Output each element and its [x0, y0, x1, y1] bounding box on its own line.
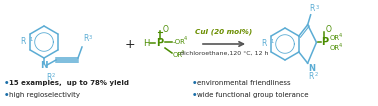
Text: 2: 2: [52, 73, 55, 78]
Text: high regioselectivity: high regioselectivity: [9, 92, 80, 98]
Text: OR: OR: [330, 35, 339, 41]
Text: +: +: [125, 38, 135, 52]
Text: R: R: [309, 72, 314, 81]
Text: OR: OR: [173, 52, 183, 58]
Text: 1: 1: [29, 37, 33, 42]
Text: •: •: [4, 91, 9, 100]
Text: 3: 3: [89, 35, 92, 40]
Text: •: •: [192, 91, 197, 100]
Text: environmental friendliness: environmental friendliness: [197, 80, 291, 86]
Text: 4: 4: [181, 50, 184, 54]
Text: wide functional group tolerance: wide functional group tolerance: [197, 92, 308, 98]
Text: •: •: [192, 79, 197, 87]
Text: •: •: [4, 79, 9, 87]
Text: dichloroethane,120 °C, 12 h: dichloroethane,120 °C, 12 h: [180, 50, 268, 56]
Text: O: O: [163, 24, 169, 33]
Text: OR: OR: [330, 45, 339, 51]
Text: 4: 4: [184, 36, 187, 42]
Text: O: O: [325, 25, 332, 34]
Text: R: R: [46, 73, 51, 82]
Text: 1: 1: [270, 39, 273, 44]
Text: 3: 3: [316, 5, 319, 10]
Text: R: R: [262, 40, 267, 49]
Text: CuI (20 mol%): CuI (20 mol%): [195, 29, 253, 35]
Text: N: N: [40, 61, 48, 70]
Text: P: P: [321, 37, 328, 47]
Text: 4: 4: [338, 33, 342, 38]
Text: R: R: [21, 38, 26, 47]
Text: R: R: [83, 34, 88, 43]
Text: H: H: [143, 38, 149, 47]
Text: 15 examples,  up to 78% yield: 15 examples, up to 78% yield: [9, 80, 129, 86]
Text: N: N: [309, 64, 316, 73]
Text: 4: 4: [338, 43, 342, 48]
Text: R: R: [310, 4, 315, 13]
Text: 2: 2: [314, 72, 318, 77]
Text: P: P: [156, 38, 164, 48]
Text: -OR: -OR: [173, 39, 186, 45]
